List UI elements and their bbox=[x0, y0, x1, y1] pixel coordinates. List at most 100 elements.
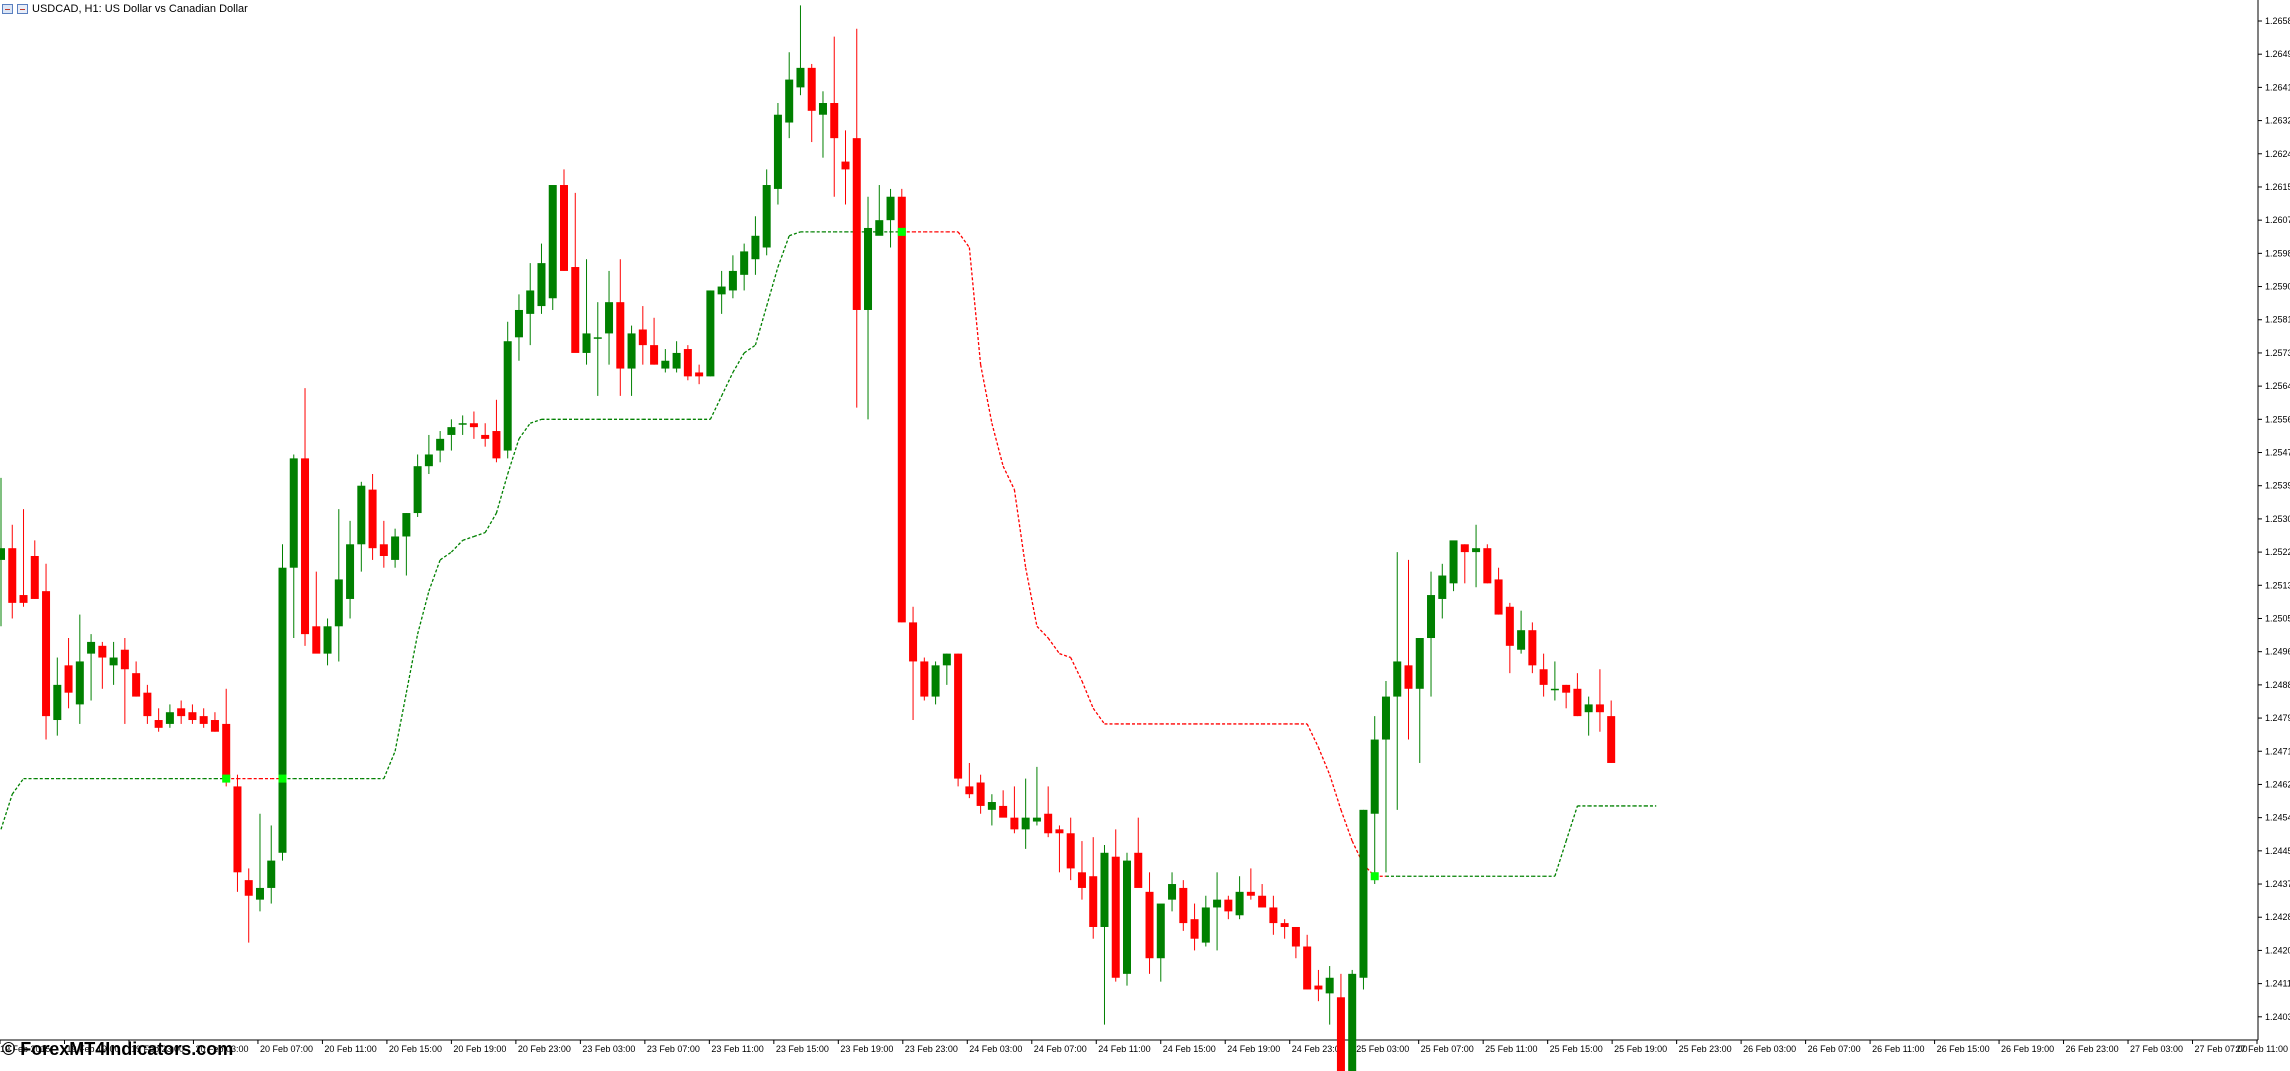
candle bbox=[672, 341, 681, 373]
candle bbox=[1224, 895, 1233, 920]
supertrend-segment bbox=[1565, 805, 1579, 842]
supertrend-segment bbox=[1092, 707, 1106, 725]
candle bbox=[571, 192, 580, 353]
candle bbox=[1089, 837, 1098, 939]
candle bbox=[773, 103, 782, 205]
candle bbox=[1595, 669, 1604, 732]
candle-body bbox=[1359, 809, 1368, 978]
candle bbox=[1044, 786, 1053, 838]
candle-body bbox=[582, 333, 591, 353]
time-tick-label: 24 Feb 03:00 bbox=[969, 1044, 1022, 1054]
candle bbox=[1483, 544, 1492, 584]
time-tick-label: 19 Feb 23:00 bbox=[131, 1044, 184, 1054]
candle bbox=[1145, 872, 1154, 974]
candle bbox=[728, 255, 737, 299]
indicator-list-icon[interactable] bbox=[17, 4, 28, 14]
price-tick-label: 1.25305 bbox=[2265, 514, 2290, 524]
candle-body bbox=[1303, 946, 1312, 990]
time-tick-label: 24 Feb 19:00 bbox=[1227, 1044, 1280, 1054]
time-tick-label: 27 Feb 07:00 bbox=[2195, 1044, 2248, 1054]
supertrend-line bbox=[0, 231, 1657, 877]
time-tick-label: 23 Feb 23:00 bbox=[905, 1044, 958, 1054]
candle bbox=[98, 641, 107, 689]
candle bbox=[447, 419, 456, 451]
candle-body bbox=[1190, 919, 1199, 939]
candle bbox=[1246, 868, 1255, 900]
candle-body bbox=[1235, 891, 1244, 916]
time-tick-label: 24 Feb 11:00 bbox=[1098, 1044, 1150, 1054]
time-tick-label: 24 Feb 15:00 bbox=[1163, 1044, 1216, 1054]
time-tick-label: 20 Feb 07:00 bbox=[260, 1044, 313, 1054]
candle bbox=[650, 317, 659, 365]
candle-body bbox=[514, 309, 523, 338]
supertrend-segment bbox=[709, 395, 723, 420]
time-tick-label: 25 Feb 15:00 bbox=[1550, 1044, 1603, 1054]
candle-body bbox=[1089, 876, 1098, 927]
candle bbox=[999, 790, 1008, 818]
candle-body bbox=[1044, 813, 1053, 834]
candle bbox=[458, 415, 467, 435]
candle bbox=[717, 270, 726, 314]
chart-menu-icon[interactable] bbox=[2, 4, 13, 14]
candle-body bbox=[1528, 630, 1537, 666]
candle bbox=[661, 349, 670, 373]
price-tick-label: 1.24455 bbox=[2265, 846, 2290, 856]
supertrend-segment bbox=[1317, 747, 1331, 775]
candle-body bbox=[1438, 575, 1447, 599]
candle bbox=[1573, 673, 1582, 717]
candle-body bbox=[289, 458, 298, 568]
candle bbox=[165, 704, 174, 728]
candle-body bbox=[469, 423, 478, 428]
price-tick-label: 1.25475 bbox=[2265, 448, 2290, 458]
candle bbox=[1291, 926, 1300, 959]
candle-body bbox=[346, 544, 355, 599]
candle-body bbox=[8, 548, 17, 603]
time-tick-label: 24 Feb 07:00 bbox=[1034, 1044, 1087, 1054]
candle-body bbox=[1427, 595, 1436, 639]
candle bbox=[1427, 571, 1436, 697]
price-tick-label: 1.24625 bbox=[2265, 779, 2290, 789]
candle bbox=[0, 477, 5, 627]
candle-body bbox=[492, 431, 501, 459]
candle-body bbox=[1336, 997, 1345, 1071]
candle bbox=[1066, 817, 1075, 881]
supertrend-segment bbox=[1025, 567, 1038, 627]
candle bbox=[514, 294, 523, 361]
candle-body bbox=[1595, 704, 1604, 713]
candle-body bbox=[841, 161, 850, 170]
candle-body bbox=[942, 653, 951, 666]
candle-body bbox=[1213, 899, 1222, 908]
candle-body bbox=[278, 567, 287, 853]
candle-body bbox=[593, 337, 602, 339]
candle-body bbox=[987, 802, 996, 810]
candle-body bbox=[999, 805, 1008, 818]
candle bbox=[357, 481, 366, 572]
price-tick-label: 1.26410 bbox=[2265, 82, 2290, 92]
time-tick-label: 23 Feb 03:00 bbox=[582, 1044, 635, 1054]
candle bbox=[526, 263, 535, 346]
candle-body bbox=[785, 79, 794, 123]
candle bbox=[368, 473, 377, 560]
candle-body bbox=[1123, 860, 1131, 974]
candle bbox=[1269, 895, 1278, 935]
candle-body bbox=[87, 641, 96, 654]
candle bbox=[42, 563, 51, 740]
time-tick-label: 20 Feb 15:00 bbox=[389, 1044, 442, 1054]
candle bbox=[593, 302, 602, 396]
supertrend-segment bbox=[518, 422, 531, 440]
supertrend-segment bbox=[788, 231, 801, 237]
candle bbox=[582, 259, 591, 365]
candle bbox=[762, 169, 771, 256]
candle-body bbox=[717, 286, 726, 295]
candle bbox=[132, 661, 141, 697]
candle bbox=[1393, 552, 1402, 810]
candle bbox=[1055, 825, 1064, 873]
price-tick-label: 1.24880 bbox=[2265, 680, 2290, 690]
candle bbox=[503, 321, 512, 459]
time-tick-label: 25 Feb 19:00 bbox=[1614, 1044, 1667, 1054]
price-tick-label: 1.26495 bbox=[2265, 49, 2290, 59]
candle-body bbox=[1314, 985, 1323, 990]
supertrend-segment bbox=[721, 372, 734, 397]
